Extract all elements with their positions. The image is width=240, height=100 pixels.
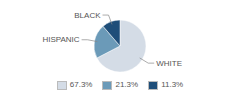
svg-text:WHITE: WHITE [156,59,182,68]
svg-text:HISPANIC: HISPANIC [42,35,79,44]
html-text:11.3%: 11.3% [161,80,184,89]
html-text:67.3%: 67.3% [69,80,93,89]
svg-text:BLACK: BLACK [74,11,101,20]
html-text:21.3%: 21.3% [115,80,139,89]
